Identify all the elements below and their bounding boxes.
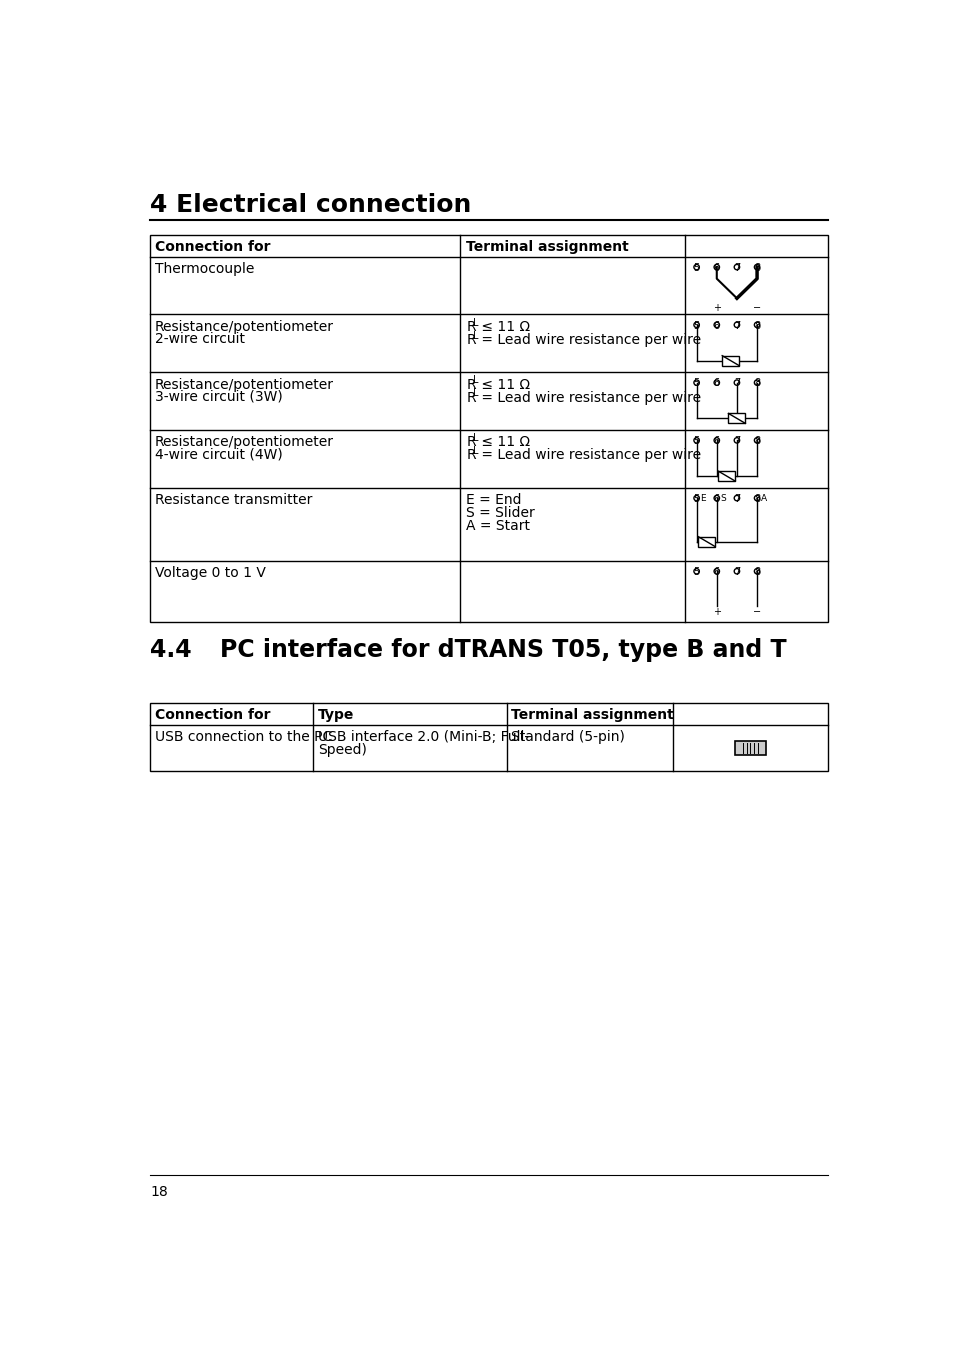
Bar [721,355,739,366]
Text: R: R [466,390,476,405]
Text: 6: 6 [713,436,720,446]
Text: R: R [466,333,476,347]
Text: 7: 7 [733,263,740,273]
Text: Standard (5-pin): Standard (5-pin) [511,730,624,744]
Text: 18: 18 [150,1184,168,1199]
Text: R: R [466,448,476,463]
Bar [698,536,715,547]
Text: −: − [752,608,760,617]
Text: = Lead wire resistance per wire: = Lead wire resistance per wire [476,333,700,347]
Text: 8: 8 [753,494,760,504]
Text: Connection for: Connection for [154,707,270,722]
Bar [734,741,765,755]
Bar [150,235,827,622]
Bar [728,413,744,424]
Text: L: L [472,317,477,328]
Text: ≤ 11 Ω: ≤ 11 Ω [476,378,530,392]
Text: Voltage 0 to 1 V: Voltage 0 to 1 V [154,566,266,580]
Text: Type: Type [317,707,354,722]
Text: R: R [466,320,476,333]
Text: E = End: E = End [466,493,521,508]
Text: +: + [712,608,720,617]
Text: A: A [760,494,766,502]
Text: 8: 8 [753,378,760,389]
Text: 6: 6 [713,320,720,331]
Text: 8: 8 [753,436,760,446]
Text: Resistance transmitter: Resistance transmitter [154,493,312,508]
Text: L: L [472,389,477,398]
Text: 7: 7 [733,378,740,389]
Text: E: E [700,494,705,502]
Text: −: − [752,302,760,313]
Text: Resistance/potentiometer: Resistance/potentiometer [154,378,334,392]
Text: PC interface for dTRANS T05, type B and T: PC interface for dTRANS T05, type B and … [220,637,786,662]
Bar [718,471,735,481]
Text: ≤ 11 Ω: ≤ 11 Ω [476,435,530,450]
Text: S: S [720,494,725,502]
Text: = Lead wire resistance per wire: = Lead wire resistance per wire [476,448,700,463]
Text: 5: 5 [693,494,699,504]
Text: 6: 6 [713,567,720,576]
Text: 7: 7 [733,494,740,504]
Text: 6: 6 [713,378,720,389]
Text: Thermocouple: Thermocouple [154,262,254,277]
Text: 5: 5 [693,378,699,389]
Text: 2-wire circuit: 2-wire circuit [154,332,245,346]
Text: 5: 5 [693,567,699,576]
Text: L: L [472,331,477,340]
Text: 8: 8 [753,567,760,576]
Text: 8: 8 [753,263,760,273]
Text: 3-wire circuit (3W): 3-wire circuit (3W) [154,390,282,404]
Text: +: + [712,302,720,313]
Text: 4-wire circuit (4W): 4-wire circuit (4W) [154,448,282,462]
Text: 6: 6 [713,263,720,273]
Text: 7: 7 [733,436,740,446]
Text: R: R [466,378,476,392]
Text: ≤ 11 Ω: ≤ 11 Ω [476,320,530,333]
Text: 5: 5 [693,263,699,273]
Text: L: L [472,375,477,385]
Text: 5: 5 [693,436,699,446]
Text: S = Slider: S = Slider [466,506,535,520]
Text: USB connection to the PC: USB connection to the PC [154,730,332,744]
Text: 8: 8 [753,320,760,331]
Text: A = Start: A = Start [466,520,530,533]
Bar [150,703,827,771]
Text: Terminal assignment: Terminal assignment [511,707,674,722]
Text: Resistance/potentiometer: Resistance/potentiometer [154,320,334,333]
Text: Connection for: Connection for [154,240,270,254]
Text: 6: 6 [713,494,720,504]
Text: = Lead wire resistance per wire: = Lead wire resistance per wire [476,390,700,405]
Text: 4.4: 4.4 [150,637,192,662]
Text: L: L [472,446,477,456]
Text: USB interface 2.0 (Mini-B; Full-: USB interface 2.0 (Mini-B; Full- [317,730,528,744]
Text: R: R [466,435,476,450]
Text: 7: 7 [733,320,740,331]
Text: Terminal assignment: Terminal assignment [466,240,629,254]
Text: Speed): Speed) [317,743,366,756]
Text: Resistance/potentiometer: Resistance/potentiometer [154,435,334,450]
Text: 7: 7 [733,567,740,576]
Text: 5: 5 [693,320,699,331]
Text: 4 Electrical connection: 4 Electrical connection [150,193,471,217]
Text: L: L [472,433,477,443]
